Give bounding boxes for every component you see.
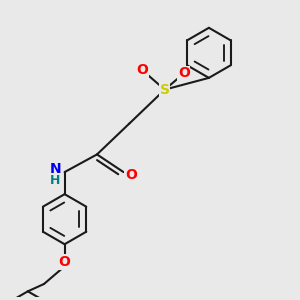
Text: S: S: [160, 82, 170, 97]
Text: H: H: [50, 174, 60, 188]
Text: O: O: [59, 255, 70, 269]
Text: O: O: [125, 168, 137, 182]
Text: O: O: [178, 66, 190, 80]
Text: O: O: [137, 64, 148, 77]
Text: N: N: [50, 162, 61, 176]
